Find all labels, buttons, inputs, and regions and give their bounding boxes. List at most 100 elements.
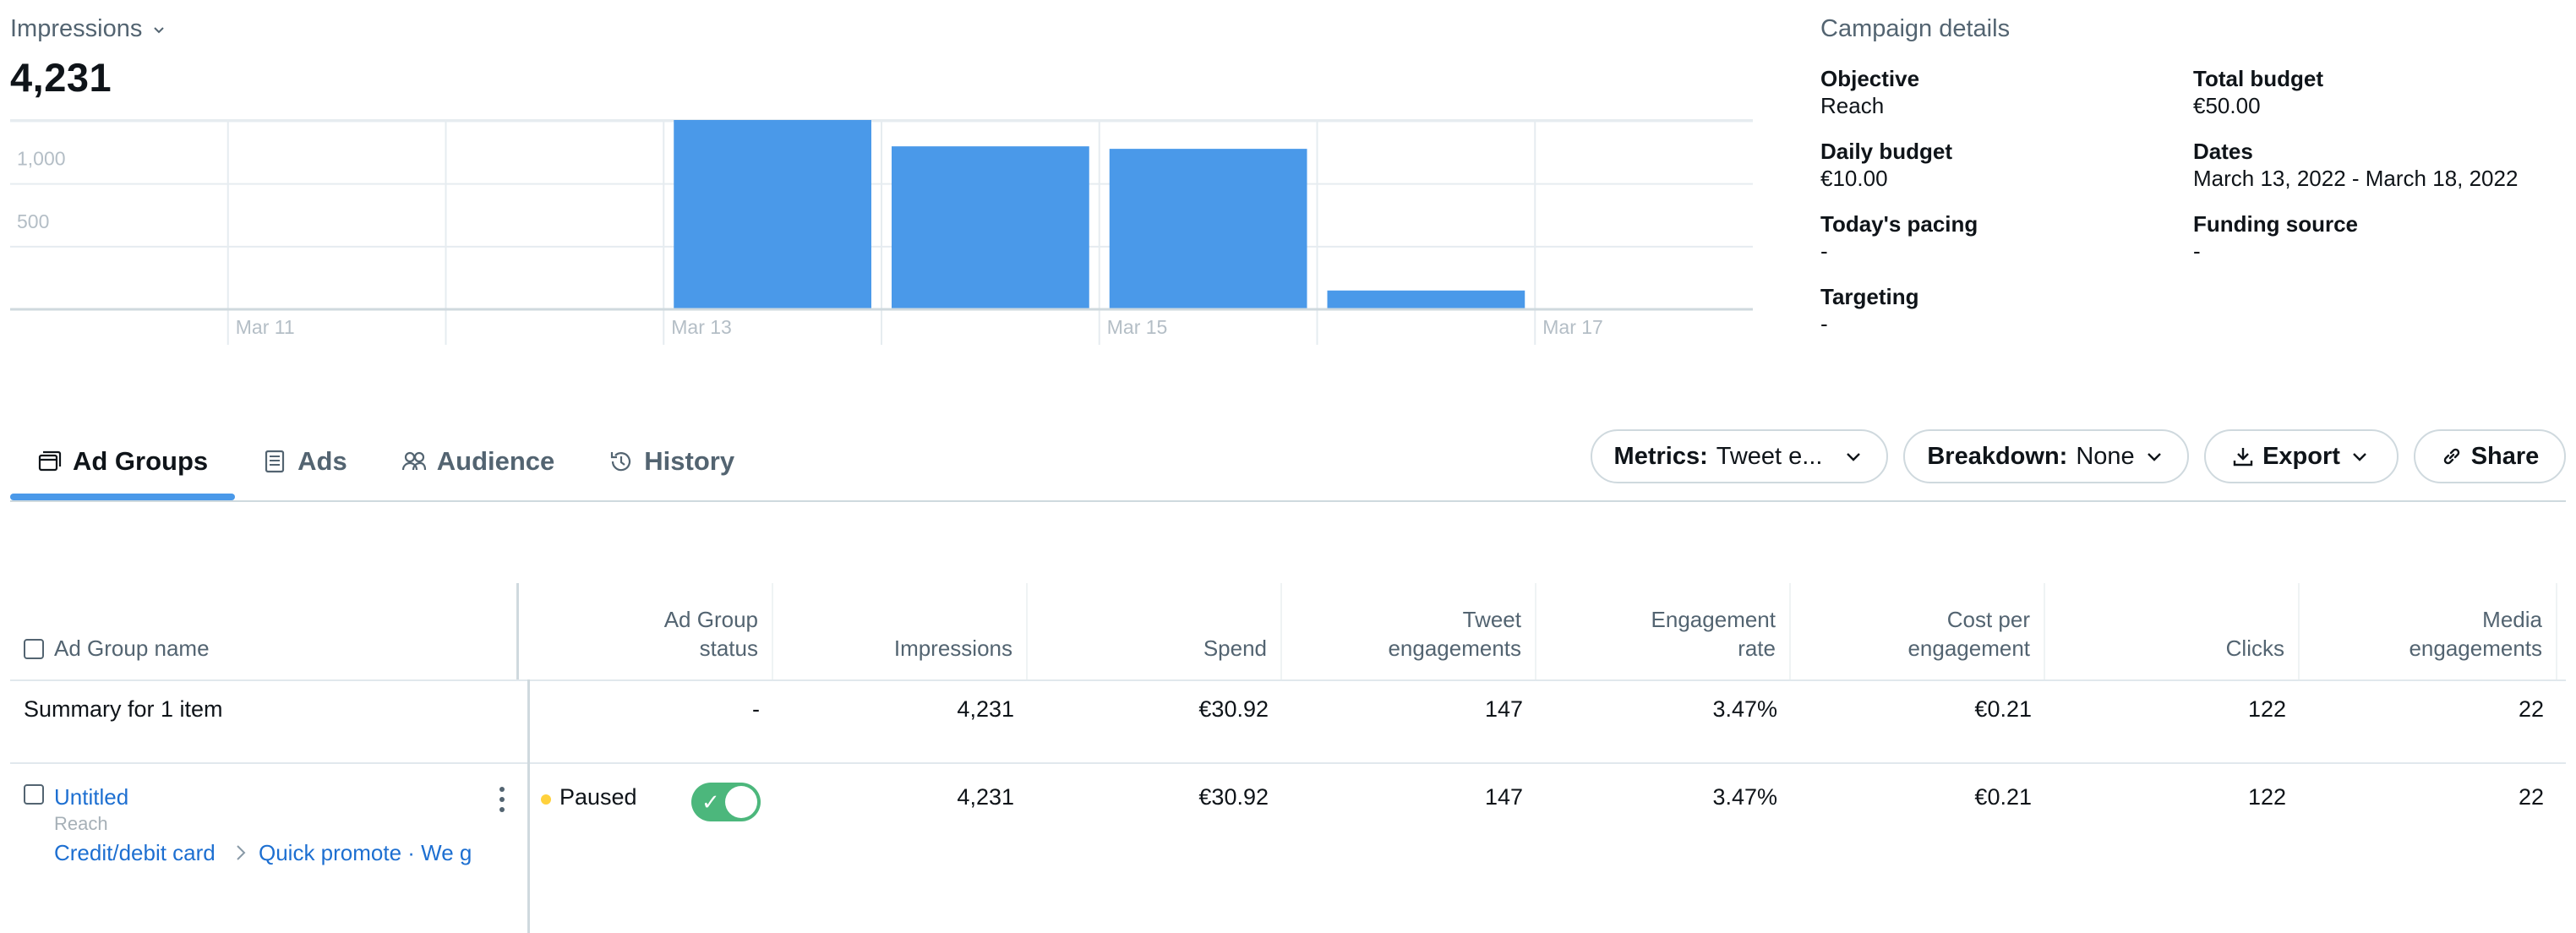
row-impressions: 4,231 — [957, 784, 1014, 810]
column-header-impressions[interactable]: Impressions — [773, 583, 1028, 679]
summary-cost-per-engagement: €0.21 — [1974, 696, 2032, 722]
detail-value: €50.00 — [2193, 93, 2261, 118]
y-tick-label: 1,000 — [17, 148, 66, 170]
tab-ad-groups[interactable]: Ad Groups — [10, 423, 236, 500]
bar — [892, 146, 1089, 309]
detail-value: €10.00 — [1820, 166, 1888, 191]
row-media-engagements: 22 — [2518, 784, 2544, 810]
export-label: Export — [2262, 442, 2340, 470]
tab-label: History — [644, 446, 735, 476]
detail-value: Reach — [1820, 93, 1885, 118]
column-header-tweet-engagements[interactable]: Tweet engagements — [1282, 583, 1536, 679]
summary-spend: €30.92 — [1198, 696, 1269, 722]
column-header-status[interactable]: Ad Group status — [519, 583, 773, 679]
share-button[interactable]: Share — [2414, 429, 2566, 483]
column-header-label: Media engagements — [2409, 607, 2542, 661]
summary-tweet-engagements: 147 — [1484, 696, 1523, 722]
y-tick-label: 500 — [17, 210, 49, 232]
campaign-details: Campaign details Objective Reach Total bu… — [1820, 15, 2564, 337]
column-header-label: Engagement rate — [1651, 607, 1776, 661]
frozen-column-divider — [527, 679, 530, 933]
detail-daily-budget: Daily budget €10.00 — [1820, 138, 2193, 192]
row-clicks: 122 — [2247, 784, 2286, 810]
summary-impressions: 4,231 — [957, 696, 1014, 722]
detail-objective: Objective Reach — [1820, 65, 2193, 119]
summary-engagement-rate: 3.47% — [1712, 696, 1777, 722]
more-options-icon[interactable] — [494, 784, 510, 815]
row-checkbox[interactable] — [24, 784, 44, 805]
column-header-media-engagements[interactable]: Media engagements — [2300, 583, 2557, 679]
metrics-label: Metrics: — [1613, 442, 1708, 470]
summary-status: - — [752, 696, 760, 722]
chevron-down-icon — [154, 26, 165, 33]
funding-source-link[interactable]: Credit/debit card — [54, 840, 216, 865]
metrics-dropdown[interactable]: Metrics: Tweet e... — [1591, 429, 1888, 483]
chevron-down-icon — [2147, 453, 2161, 461]
row-divider — [10, 762, 2566, 764]
download-icon — [2233, 448, 2253, 466]
bar — [674, 120, 871, 309]
row-spend: €30.92 — [1198, 784, 1269, 810]
tab-audience[interactable]: Audience — [374, 423, 582, 500]
row-cost-per-engagement: €0.21 — [1974, 784, 2032, 810]
detail-funding-source: Funding source - — [2193, 210, 2565, 265]
metric-total: 4,231 — [10, 55, 112, 100]
metric-selector[interactable]: Impressions — [10, 15, 167, 43]
tab-label: Ads — [297, 446, 347, 476]
column-header-spend[interactable]: Spend — [1028, 583, 1282, 679]
ads-icon — [265, 450, 285, 473]
status-paused-dot — [541, 794, 551, 805]
quick-promote-link[interactable]: Quick promote · We g — [259, 840, 472, 865]
breakdown-value: None — [2076, 442, 2135, 470]
column-header-label: Clicks — [2225, 636, 2284, 661]
x-tick-label: Mar 15 — [1107, 316, 1168, 338]
x-tick-label: Mar 17 — [1542, 316, 1603, 338]
tabs-divider — [10, 500, 2566, 502]
x-tick-label: Mar 13 — [671, 316, 732, 338]
select-all-checkbox[interactable] — [24, 639, 44, 659]
chevron-down-icon — [1847, 453, 1861, 461]
bar — [1327, 290, 1525, 309]
detail-value: - — [2193, 238, 2201, 264]
detail-label: Dates — [2193, 139, 2253, 164]
tab-bar: Ad Groups Ads Audience History — [10, 423, 761, 500]
tab-label: Audience — [436, 446, 555, 476]
row-tweet-engagements: 147 — [1484, 784, 1523, 810]
x-tick-label: Mar 11 — [236, 316, 295, 338]
column-header-label: Tweet engagements — [1388, 607, 1521, 661]
column-header-label: Cost per engagement — [1907, 607, 2030, 661]
ad-group-name-link[interactable]: Untitled — [54, 784, 129, 810]
column-header-cost-per-engagement[interactable]: Cost per engagement — [1791, 583, 2045, 679]
detail-todays-pacing: Today's pacing - — [1820, 210, 2193, 265]
row-engagement-rate: 3.47% — [1712, 784, 1777, 810]
tab-history[interactable]: History — [581, 423, 761, 500]
tab-ads[interactable]: Ads — [235, 423, 374, 500]
history-icon — [611, 452, 631, 472]
summary-label: Summary for 1 item — [24, 696, 223, 722]
detail-total-budget: Total budget €50.00 — [2193, 65, 2565, 119]
tab-label: Ad Groups — [73, 446, 209, 476]
column-header-label: Ad Group status — [663, 607, 758, 661]
breakdown-dropdown[interactable]: Breakdown: None — [1903, 429, 2189, 483]
breakdown-label: Breakdown: — [1927, 442, 2068, 470]
export-button[interactable]: Export — [2204, 429, 2399, 483]
column-header-label: Ad Group name — [54, 636, 210, 661]
ad-group-toggle[interactable]: ✓ — [691, 783, 761, 821]
metric-selector-label: Impressions — [10, 15, 143, 42]
ad-group-objective: Reach — [54, 813, 108, 834]
detail-label: Objective — [1820, 66, 1920, 91]
audience-icon — [401, 451, 426, 471]
chevron-down-icon — [2353, 453, 2366, 461]
column-header-clicks[interactable]: Clicks — [2045, 583, 2300, 679]
detail-value: March 13, 2022 - March 18, 2022 — [2193, 166, 2519, 191]
column-header-label: Spend — [1203, 636, 1267, 661]
detail-label: Total budget — [2193, 66, 2324, 91]
detail-label: Funding source — [2193, 211, 2358, 237]
summary-media-engagements: 22 — [2518, 696, 2544, 722]
column-header-engagement-rate[interactable]: Engagement rate — [1536, 583, 1791, 679]
detail-value: - — [1820, 238, 1828, 264]
campaign-details-grid: Objective Reach Total budget €50.00 Daily … — [1820, 65, 2564, 337]
link-icon — [2443, 448, 2459, 465]
